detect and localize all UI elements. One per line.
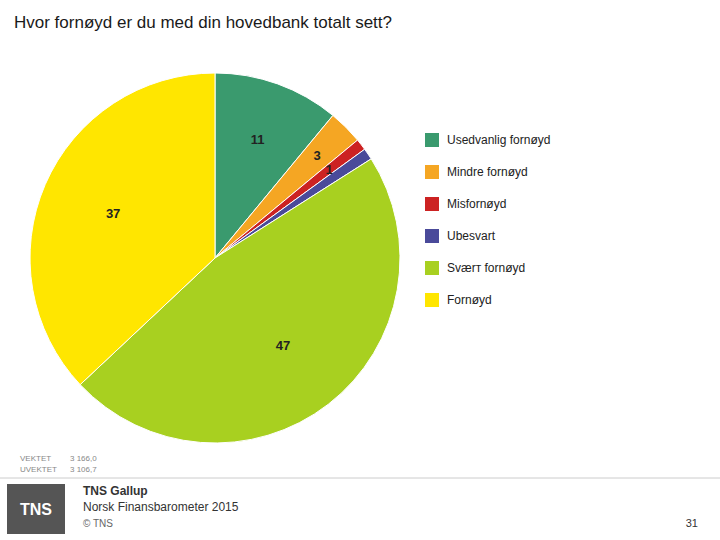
annotation: TNS Gallup [83, 484, 148, 498]
legend-label: Sværт fornøyd [447, 261, 525, 275]
annotation: UVEKTET [20, 465, 57, 474]
legend-label: Fornøyd [447, 293, 492, 307]
legend-swatch [425, 229, 439, 243]
data-label: 1 [325, 162, 332, 177]
legend-item: Mindre fornøyd [425, 165, 528, 179]
legend-label: Ubesvart [447, 229, 496, 243]
legend-label: Misfornøyd [447, 197, 506, 211]
legend-swatch [425, 133, 439, 147]
slice [30, 73, 215, 385]
annotation: TNS [20, 501, 52, 518]
annotation: VEKTET [20, 454, 51, 463]
legend-swatch [425, 293, 439, 307]
annotation: 3 166,0 [70, 454, 97, 463]
legend-item: Ubesvart [425, 229, 496, 243]
legend-item: Usedvanlig fornøyd [425, 133, 550, 147]
legend-swatch [425, 165, 439, 179]
annotation: Norsk Finansbarometer 2015 [83, 500, 239, 514]
data-label: 47 [276, 338, 290, 353]
chart: Hvor fornøyd er du med din hovedbank tot… [0, 0, 720, 540]
annotation: © TNS [83, 518, 113, 529]
data-label: 11 [251, 132, 265, 147]
legend-item: Misfornøyd [425, 197, 506, 211]
legend: Usedvanlig fornøyd Mindre fornøyd Misfornø… [425, 133, 550, 307]
title: Hvor fornøyd er du med din hovedbank tot… [14, 13, 392, 32]
legend-label: Usedvanlig fornøyd [447, 133, 550, 147]
legend-label: Mindre fornøyd [447, 165, 528, 179]
pie: 11 31 47 37 [30, 73, 400, 443]
annotation: 31 [686, 517, 698, 529]
annotation: 3 106,7 [70, 465, 97, 474]
data-label: 37 [106, 206, 120, 221]
legend-item: Fornøyd [425, 293, 492, 307]
separator [0, 478, 720, 479]
footer-box [7, 484, 65, 534]
legend-swatch [425, 261, 439, 275]
data-label: 3 [313, 148, 320, 163]
legend-swatch [425, 197, 439, 211]
legend-item: Sværт fornøyd [425, 261, 525, 275]
